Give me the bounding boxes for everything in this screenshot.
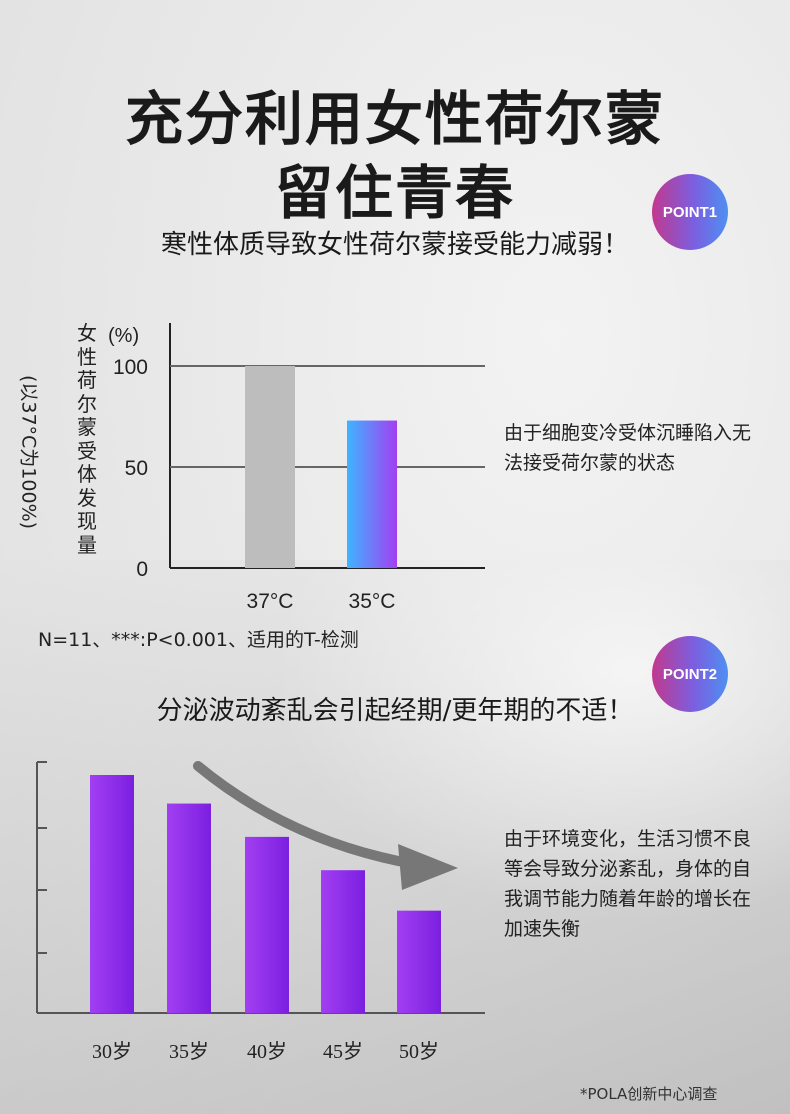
page-title-line1: 充分利用女性荷尔蒙 <box>124 85 665 153</box>
chart1-xtick-label: 35°C <box>349 590 396 613</box>
point2-heading: 分泌波动紊乱会引起经期/更年期的不适！ <box>156 696 634 726</box>
chart1-bar <box>347 420 397 568</box>
chart2-xtick-label: 45岁 <box>323 1040 363 1063</box>
chart2-xtick-label: 40岁 <box>247 1040 287 1063</box>
chart2-bar <box>321 870 365 1013</box>
trend-arrow-head <box>398 844 458 890</box>
chart1-ytick-label: 0 <box>136 558 148 581</box>
chart2-bar <box>90 775 134 1013</box>
stat-note: N=11、***:P<0.001、适用的T-检测 <box>38 629 359 651</box>
page-title-line2: 留住青春 <box>274 159 515 227</box>
point1-heading: 寒性体质导致女性荷尔蒙接受能力减弱！ <box>160 230 629 260</box>
chart2-note: 由于环境变化，生活习惯不良等会导致分泌紊乱，身体的自我调节能力随着年龄的增长在加… <box>504 828 752 940</box>
chart2-bar <box>245 836 289 1013</box>
chart1-ytick-label: 100 <box>113 356 148 379</box>
source-note: *POLA创新中心调查 <box>580 1085 718 1103</box>
chart2-bar <box>397 910 441 1013</box>
chart2-xtick-label: 35岁 <box>169 1040 209 1063</box>
chart2-xtick-label: 50岁 <box>399 1040 439 1063</box>
point2-badge: POINT2 <box>652 636 728 712</box>
chart1-unit-label: (%) <box>108 325 139 347</box>
chart2-xtick-label: 30岁 <box>92 1040 132 1063</box>
chart1-xtick-label: 37°C <box>247 590 294 613</box>
chart2-bar <box>167 803 211 1013</box>
chart1-ytick-label: 50 <box>125 457 148 480</box>
chart1-ylabel: 女性荷尔蒙受体发现量 <box>77 321 97 557</box>
point1-badge: POINT1 <box>652 174 728 250</box>
chart1-bar <box>245 366 295 568</box>
chart1-note: 由于细胞变冷受体沉睡陷入无法接受荷尔蒙的状态 <box>504 422 752 474</box>
